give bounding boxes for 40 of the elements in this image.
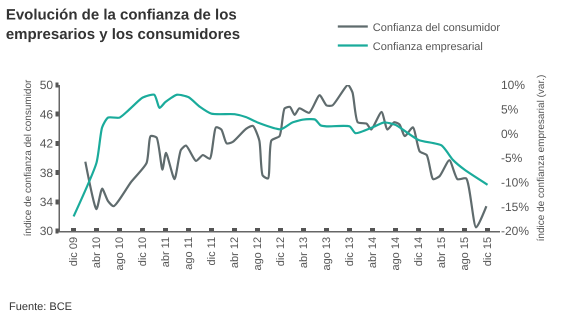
x-tick-label: ago 10: [114, 236, 126, 271]
x-tick-label: abr 14: [367, 236, 380, 268]
line-series: [84, 85, 488, 228]
x-tick-label: abr 15: [436, 236, 448, 268]
x-tick-label: dic 14: [413, 236, 426, 266]
chart-title: Evolución de la confianza de los empresarios y los consumidores: [6, 6, 240, 43]
x-tick-label: abr 10: [91, 236, 104, 268]
source-note: Fuente: BCE: [9, 301, 72, 313]
y2-tick-label: -15%: [501, 200, 530, 214]
x-tick-label: abr 11: [160, 236, 172, 268]
x-tick-label: ago 15: [459, 236, 472, 271]
x-tick-label: dic 11: [206, 236, 218, 266]
x-tick-label: dic 12: [275, 236, 288, 266]
y-tick-label: 38: [40, 166, 54, 180]
y2-tick-label: -10%: [501, 176, 530, 190]
y2-tick-label: 5%: [501, 102, 519, 117]
y-tick-label: 30: [40, 224, 54, 238]
y2-tick-label: -20%: [501, 224, 530, 238]
y-tick-label: 46: [40, 107, 54, 122]
x-tick-label: ago 13: [321, 236, 334, 271]
x-tick-label: dic 09: [68, 236, 80, 266]
x-tick-label: ago 12: [252, 236, 264, 271]
x-tick-label: abr 12: [229, 236, 242, 268]
x-tick-label: dic 15: [482, 236, 494, 266]
x-tick-label: abr 13: [298, 236, 310, 268]
y-tick-label: 50: [40, 78, 54, 92]
y2-tick-label: -5%: [501, 151, 523, 166]
y-tick-label: 34: [40, 195, 54, 209]
x-tick-label: dic 10: [137, 236, 150, 266]
x-tick-label: ago 14: [390, 236, 402, 271]
x-tick-label: ago 11: [183, 236, 196, 270]
x-tick-label: dic 13: [344, 236, 356, 266]
y-tick-label: 42: [40, 136, 54, 151]
legend-label: Confianza del consumidor: [372, 22, 500, 34]
legend-label: Confianza empresarial: [372, 40, 483, 53]
line-series: [72, 94, 489, 218]
y2-tick-label: 10%: [501, 78, 526, 92]
y2-axis-title: índice de confianza empresarial (var.): [536, 74, 547, 242]
y2-tick-label: 0%: [501, 126, 519, 141]
y-axis-title: índice de confianza del consumidor: [22, 78, 34, 236]
